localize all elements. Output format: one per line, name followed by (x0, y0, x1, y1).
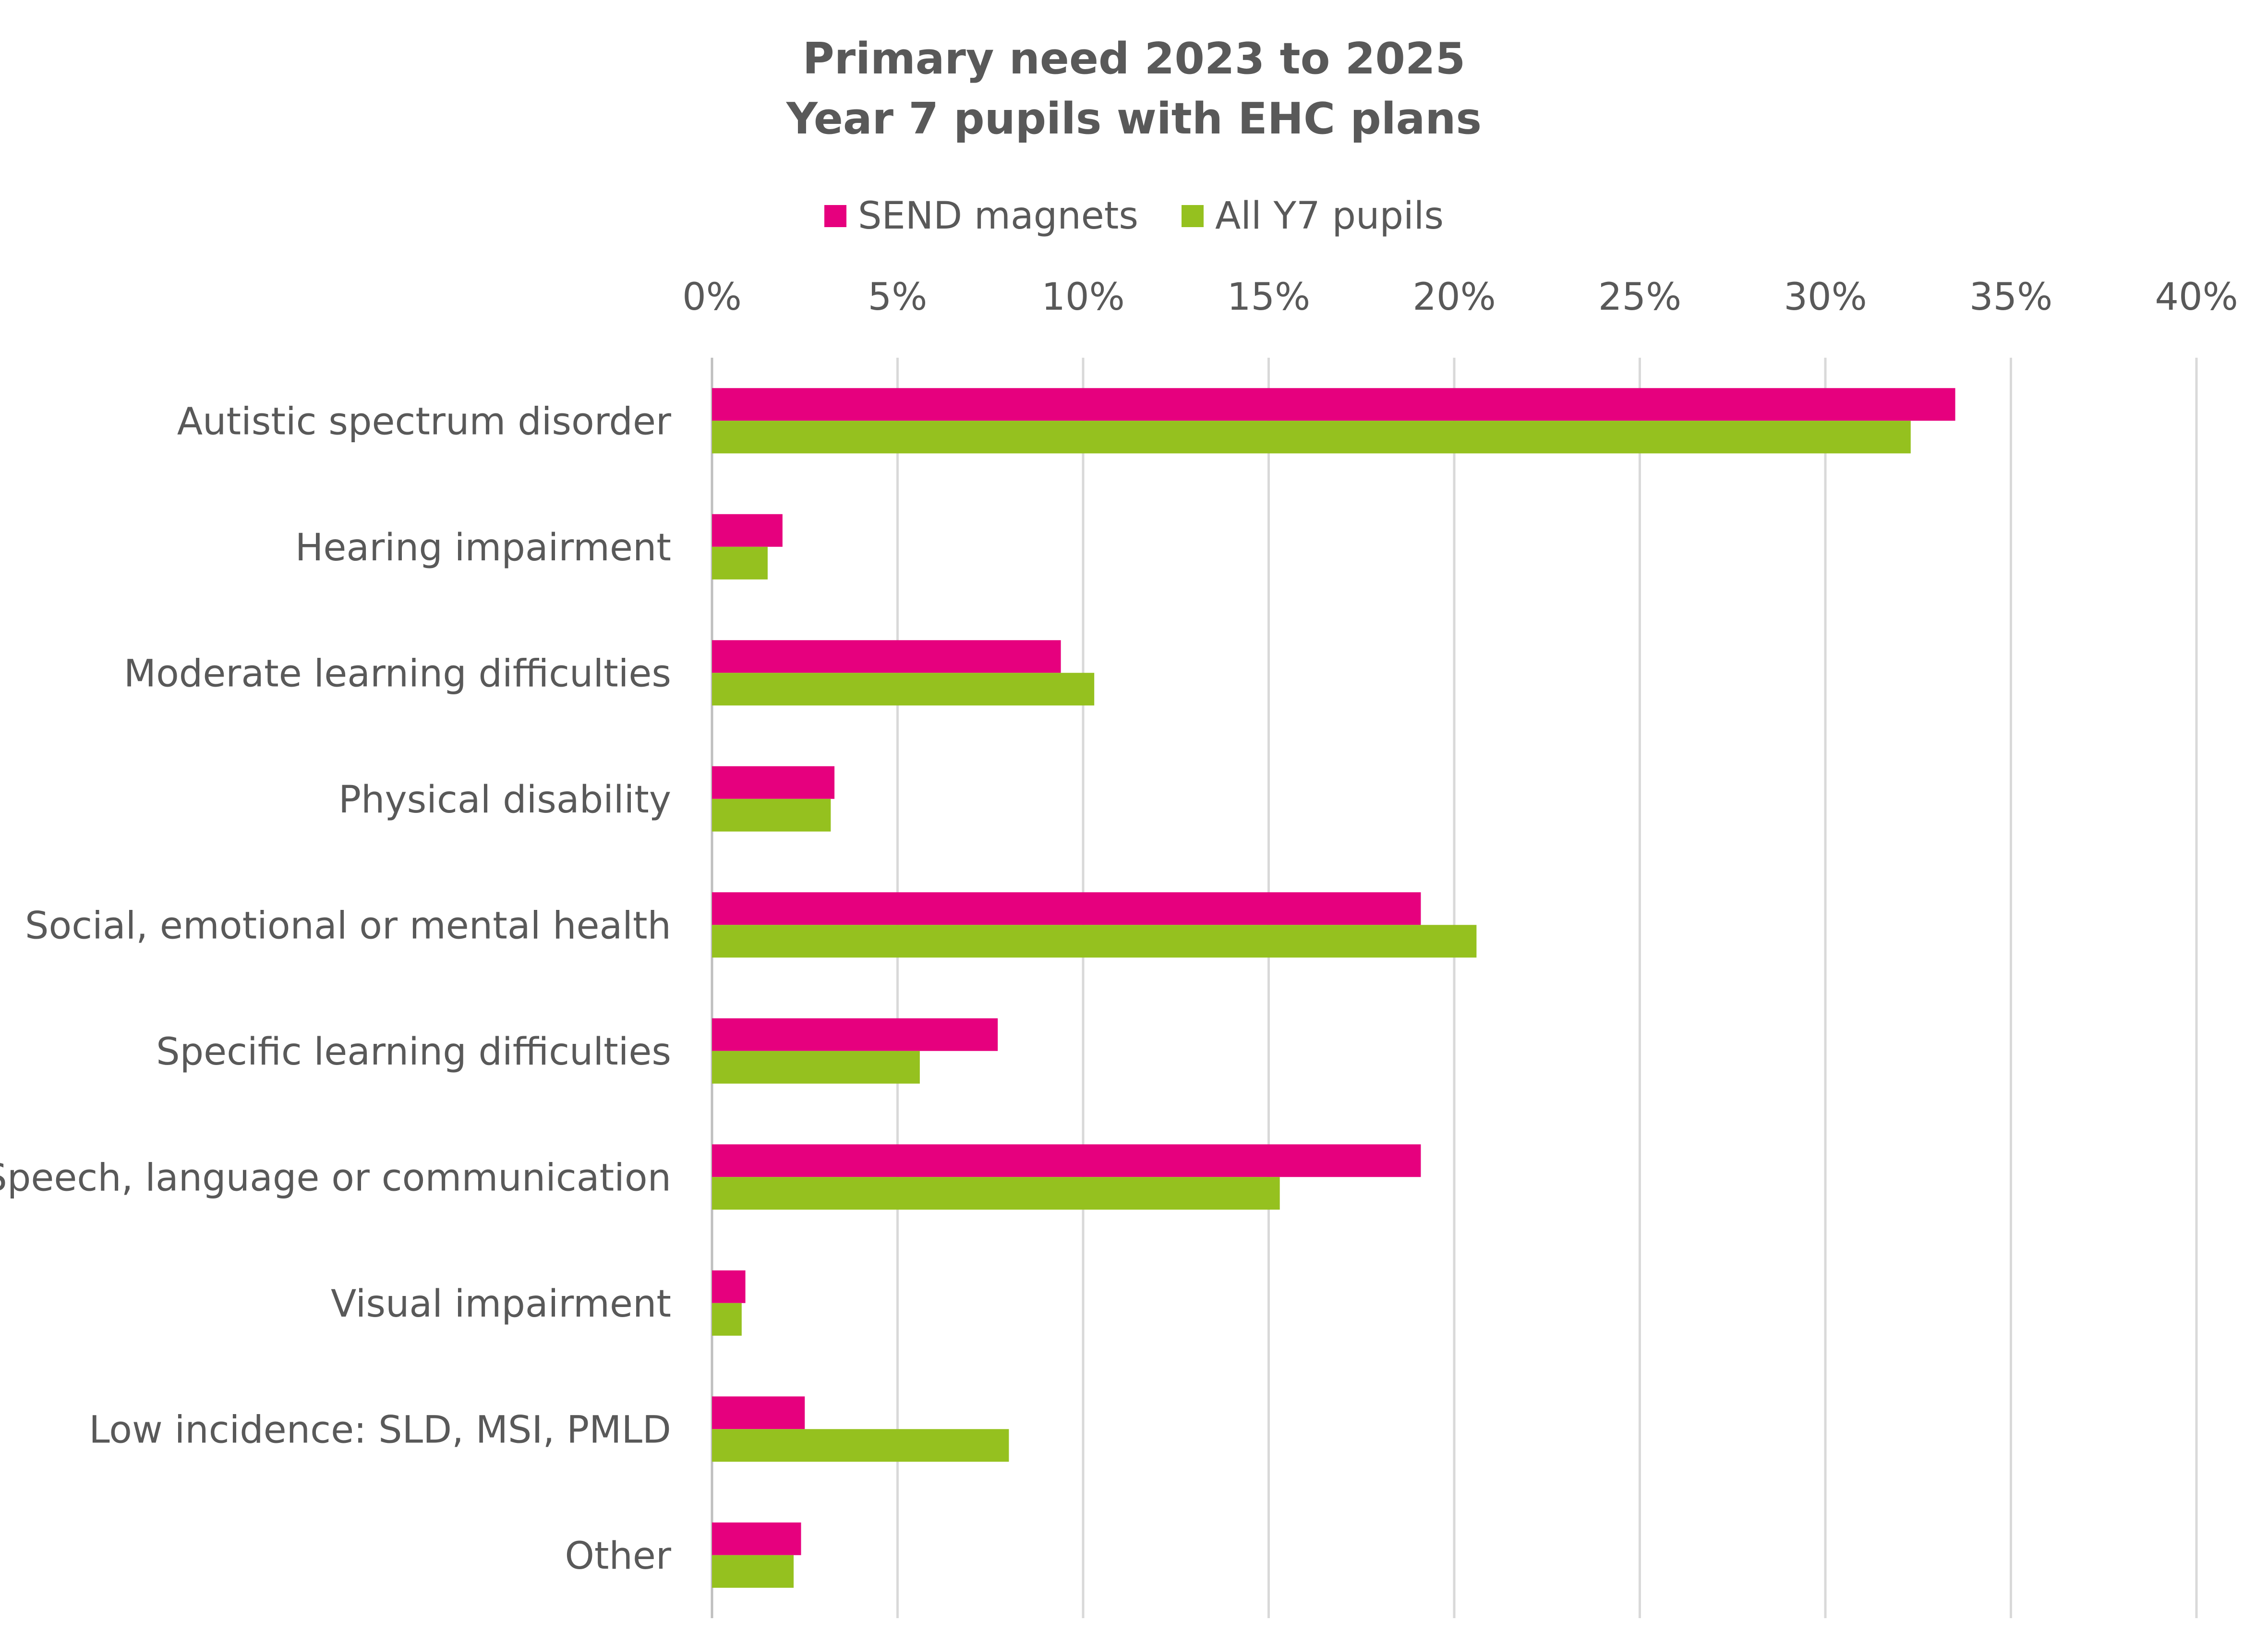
bar-send-magnets-1 (712, 514, 783, 547)
bar-send-magnets-8 (712, 1396, 805, 1429)
category-label-6: Speech, language or communication (0, 1156, 671, 1199)
bar-all-y7-pupils-0 (712, 421, 1911, 454)
category-label-9: Other (565, 1535, 672, 1578)
category-label-1: Hearing impairment (295, 526, 671, 569)
bar-all-y7-pupils-3 (712, 799, 831, 832)
x-tick-label-5: 25% (1598, 276, 1681, 319)
bar-send-magnets-5 (712, 1018, 998, 1051)
bar-all-y7-pupils-8 (712, 1429, 1009, 1462)
category-label-4: Social, emotional or mental health (25, 904, 671, 947)
legend-swatch-send-magnets (824, 205, 847, 227)
bar-all-y7-pupils-9 (712, 1555, 794, 1588)
bar-all-y7-pupils-4 (712, 925, 1477, 958)
category-label-3: Physical disability (338, 778, 671, 822)
bar-all-y7-pupils-7 (712, 1303, 742, 1336)
chart-title-line-2: Year 7 pupils with EHC plans (786, 94, 1482, 144)
x-tick-label-0: 0% (682, 276, 742, 319)
bar-all-y7-pupils-5 (712, 1051, 920, 1084)
bar-send-magnets-7 (712, 1270, 746, 1303)
bar-send-magnets-9 (712, 1522, 801, 1555)
x-tick-label-1: 5% (868, 276, 928, 319)
bar-all-y7-pupils-2 (712, 673, 1095, 706)
x-tick-label-7: 35% (1969, 276, 2052, 319)
x-tick-label-4: 20% (1412, 276, 1496, 319)
x-tick-label-6: 30% (1784, 276, 1867, 319)
category-label-7: Visual impairment (331, 1283, 671, 1326)
bar-all-y7-pupils-6 (712, 1177, 1280, 1210)
legend-label-send-magnets: SEND magnets (858, 194, 1138, 238)
legend-label-all-y7-pupils: All Y7 pupils (1215, 194, 1444, 238)
bar-send-magnets-6 (712, 1144, 1421, 1177)
category-label-2: Moderate learning difficulties (124, 652, 671, 695)
chart-title-line-1: Primary need 2023 to 2025 (802, 34, 1466, 84)
legend-item-all-y7-pupils: All Y7 pupils (1181, 194, 1444, 238)
legend-item-send-magnets: SEND magnets (824, 194, 1138, 238)
x-tick-label-2: 10% (1041, 276, 1124, 319)
legend-swatch-all-y7-pupils (1181, 205, 1204, 227)
bar-all-y7-pupils-1 (712, 546, 768, 580)
category-label-0: Autistic spectrum disorder (177, 400, 672, 443)
bar-send-magnets-0 (712, 388, 1955, 421)
x-tick-label-8: 40% (2155, 276, 2238, 319)
category-label-5: Specific learning difficulties (156, 1030, 671, 1074)
legend: SEND magnets All Y7 pupils (0, 190, 2268, 242)
bar-send-magnets-2 (712, 640, 1061, 673)
bar-send-magnets-3 (712, 766, 835, 799)
x-tick-label-3: 15% (1227, 276, 1310, 319)
category-label-8: Low incidence: SLD, MSI, PMLD (89, 1408, 671, 1452)
bar-send-magnets-4 (712, 892, 1421, 925)
